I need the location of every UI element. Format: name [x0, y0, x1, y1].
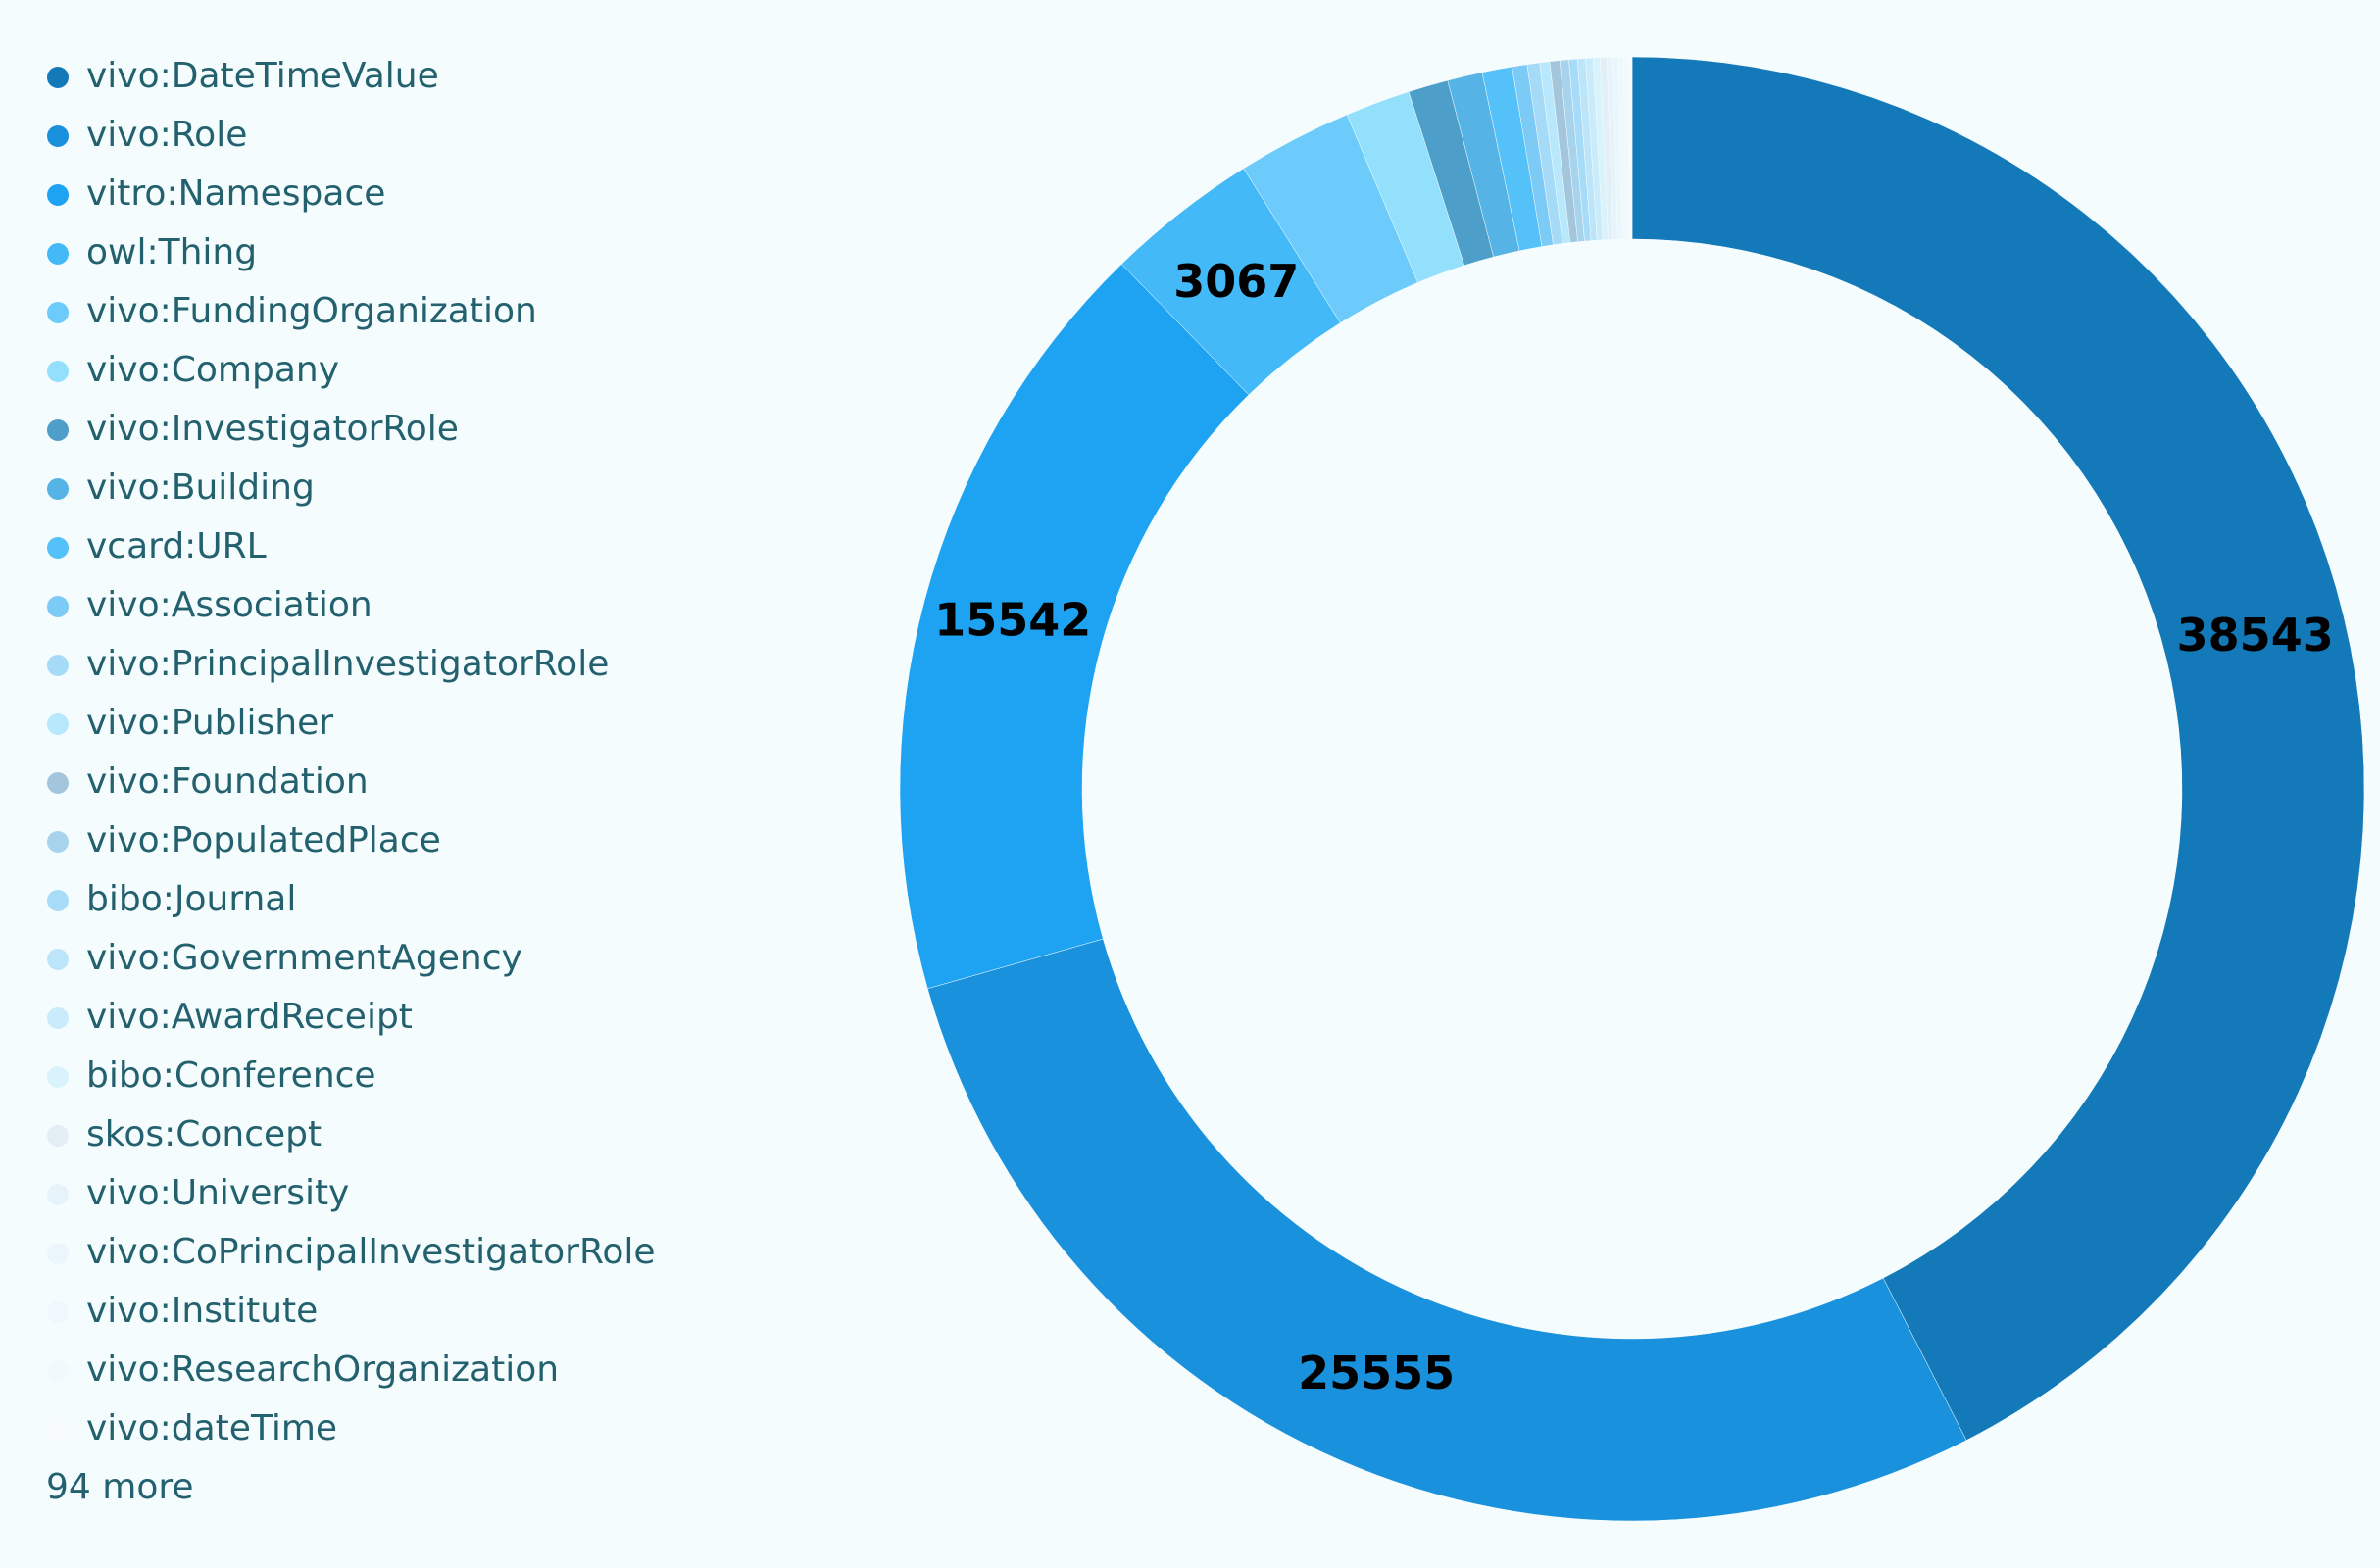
slice: [1631, 56, 2365, 1441]
legend-swatch[interactable]: [47, 890, 69, 911]
legend-swatch[interactable]: [47, 596, 69, 617]
legend-label[interactable]: vitro:Namespace: [86, 173, 385, 214]
legend-label[interactable]: vivo:Foundation: [86, 761, 369, 802]
legend-swatch[interactable]: [47, 537, 69, 559]
legend-swatch[interactable]: [47, 1184, 69, 1205]
value-label: 38543: [2177, 609, 2334, 662]
legend-swatch[interactable]: [47, 243, 69, 265]
legend-swatch[interactable]: [47, 1066, 69, 1088]
legend-swatch[interactable]: [47, 67, 69, 88]
legend-label[interactable]: skos:Concept: [86, 1114, 322, 1154]
legend-label[interactable]: vivo:AwardReceipt: [86, 997, 413, 1037]
legend-label[interactable]: vivo:PrincipalInvestigatorRole: [86, 644, 609, 684]
value-label: 3067: [1173, 255, 1299, 308]
legend-swatch[interactable]: [47, 1360, 69, 1382]
legend-swatch[interactable]: [47, 419, 69, 441]
legend-label[interactable]: vcard:URL: [86, 526, 267, 566]
legend-label[interactable]: vivo:Role: [86, 115, 247, 155]
legend-swatch[interactable]: [47, 1007, 69, 1029]
value-label: 25555: [1298, 1347, 1455, 1399]
legend-swatch[interactable]: [47, 655, 69, 676]
legend-label[interactable]: vivo:PopulatedPlace: [86, 820, 441, 860]
legend-swatch[interactable]: [47, 713, 69, 735]
legend-label[interactable]: vivo:CoPrincipalInvestigatorRole: [86, 1232, 656, 1272]
legend-swatch[interactable]: [47, 302, 69, 323]
legend-label[interactable]: vivo:University: [86, 1173, 349, 1213]
legend-label[interactable]: vivo:DateTimeValue: [86, 56, 439, 96]
legend-label[interactable]: vivo:FundingOrganization: [86, 291, 537, 331]
value-label: 15542: [934, 593, 1091, 646]
legend-label[interactable]: vivo:Institute: [86, 1291, 318, 1331]
legend-label[interactable]: vivo:GovernmentAgency: [86, 938, 522, 978]
legend-label[interactable]: owl:Thing: [86, 232, 257, 272]
legend-swatch[interactable]: [47, 772, 69, 794]
legend-swatch[interactable]: [47, 125, 69, 147]
legend-swatch[interactable]: [47, 478, 69, 500]
legend-label[interactable]: vivo:Association: [86, 585, 372, 625]
legend-label[interactable]: vivo:Company: [86, 350, 339, 390]
legend-label[interactable]: vivo:ResearchOrganization: [86, 1349, 559, 1390]
legend-more[interactable]: 94 more: [46, 1467, 194, 1507]
legend-swatch[interactable]: [47, 1301, 69, 1323]
slice: [1627, 56, 1633, 240]
slice: [899, 264, 1250, 990]
legend-swatch[interactable]: [47, 1243, 69, 1264]
legend-label[interactable]: bibo:Conference: [86, 1055, 376, 1096]
legend-label[interactable]: vivo:Publisher: [86, 703, 333, 743]
legend-label[interactable]: bibo:Journal: [86, 879, 296, 919]
legend-swatch[interactable]: [47, 1419, 69, 1441]
legend-label[interactable]: vivo:dateTime: [86, 1408, 337, 1448]
legend-swatch[interactable]: [47, 831, 69, 853]
legend-swatch[interactable]: [47, 1125, 69, 1147]
legend-label[interactable]: vivo:InvestigatorRole: [86, 409, 459, 449]
legend-swatch[interactable]: [47, 184, 69, 206]
legend-swatch[interactable]: [47, 949, 69, 970]
legend-swatch[interactable]: [47, 361, 69, 382]
legend-label[interactable]: vivo:Building: [86, 467, 315, 508]
